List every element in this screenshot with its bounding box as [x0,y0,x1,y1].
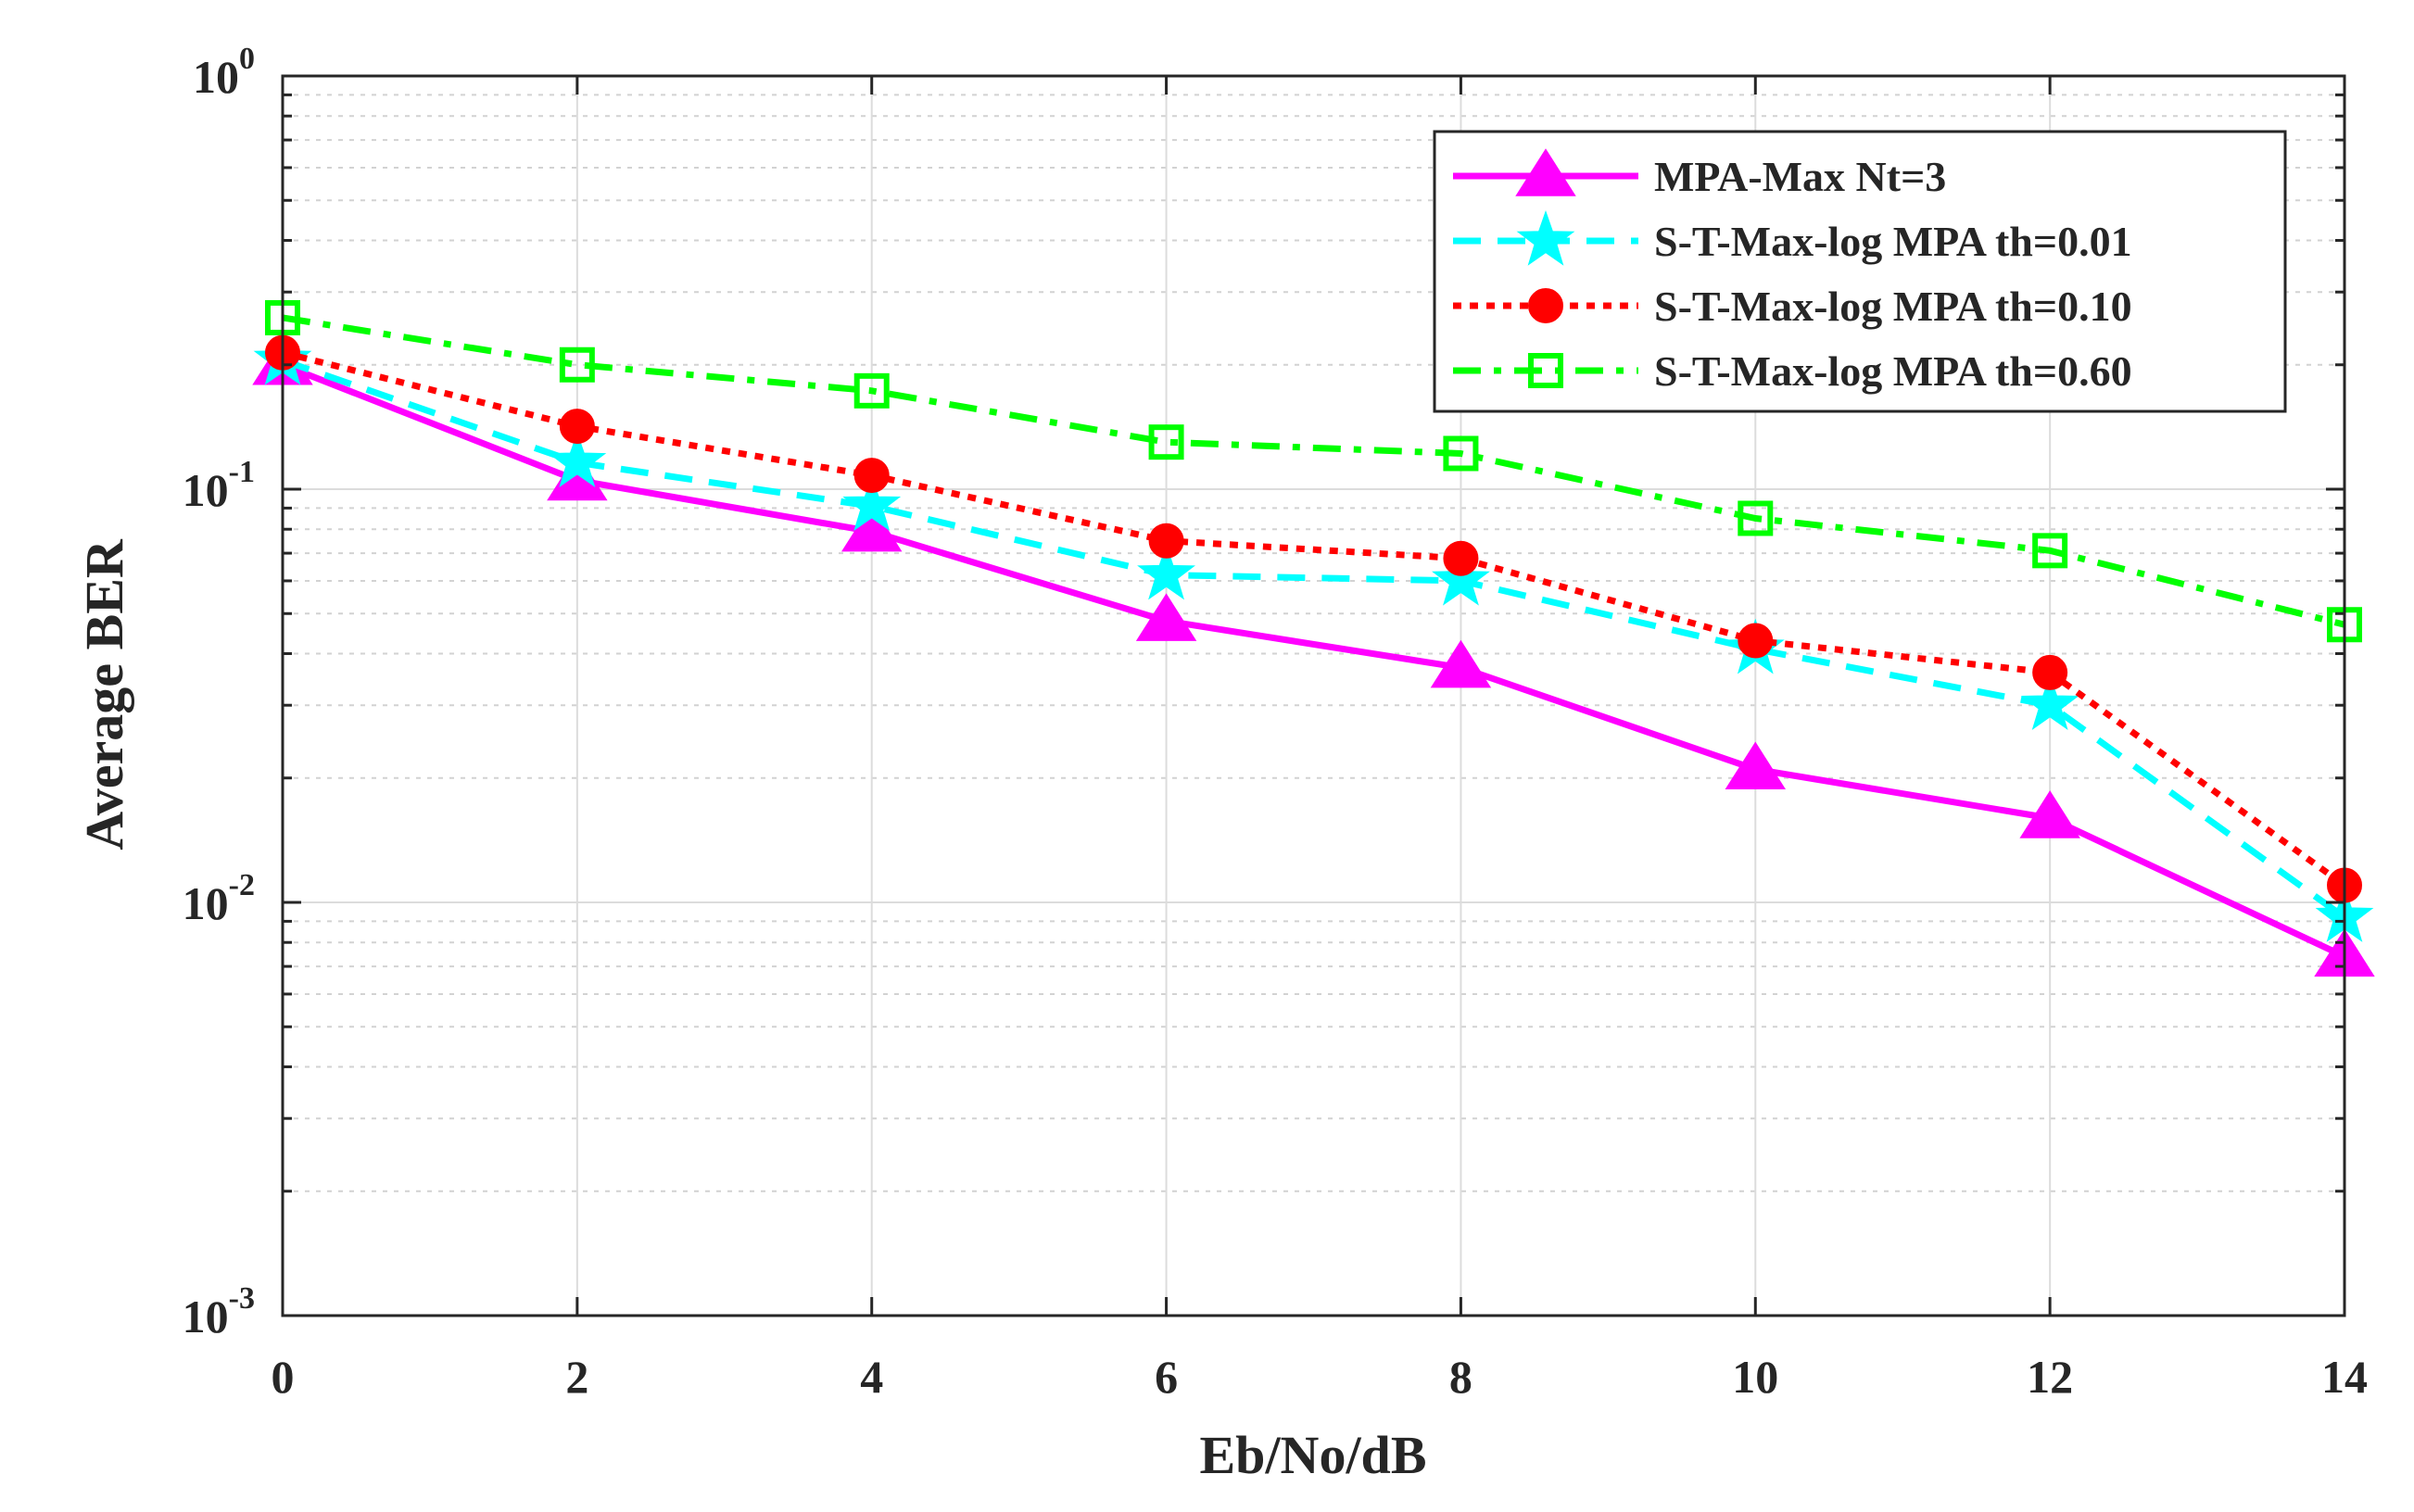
x-tick-label: 6 [1155,1351,1178,1403]
data-point [1443,435,1479,472]
data-point [2019,790,2080,838]
y-tick-label: 100 [193,42,255,103]
data-point [1148,424,1184,460]
legend-label: S-T-Max-log MPA th=0.60 [1654,347,2132,395]
axes-frame [281,74,2346,1317]
data-point [2020,674,2079,730]
data-point [1516,209,1575,266]
data-point [853,372,890,409]
x-axis-label: Eb/No/dB [1200,1425,1427,1485]
data-point [548,432,607,487]
series-line [282,314,2345,628]
x-tick-label: 0 [272,1351,295,1403]
legend-label: S-T-Max-log MPA th=0.01 [1654,218,2132,265]
legend-entry: S-T-Max-log MPA th=0.10 [1453,283,2132,330]
data-point [1137,544,1195,600]
legend-entry: S-T-Max-log MPA th=0.60 [1453,347,2132,395]
data-point [1135,593,1197,641]
data-point [2032,533,2068,569]
data-point [1443,540,1479,576]
x-tick-label: 4 [860,1351,883,1403]
y-axis-label: Average BER [74,538,134,850]
data-point [853,458,890,494]
ticks [281,76,2346,1317]
data-point [1725,741,1787,790]
y-tick-label: 10-2 [183,868,255,929]
data-point [1432,549,1490,606]
x-tick-label: 10 [1732,1351,1778,1403]
x-tick-label: 12 [2027,1351,2073,1403]
x-tick-label: 8 [1449,1351,1472,1403]
x-tick-labels: 0 2 4 6 8 10 12 14 [272,1351,2369,1403]
data-point [1148,523,1184,559]
legend-entry: S-T-Max-log MPA th=0.01 [1453,209,2132,266]
data-point [559,346,595,383]
x-tick-label: 14 [2321,1351,2368,1403]
x-tick-label: 2 [565,1351,588,1403]
series-line [282,349,2347,888]
data-point [1528,353,1563,388]
legend-entry: MPA-Max Nt=3 [1453,148,1946,200]
data-point [842,475,902,531]
legend-label: MPA-Max Nt=3 [1654,153,1946,200]
legend: MPA-Max Nt=3 S-T-Max-log MPA th=0.01 S-T-M… [1433,130,2287,413]
series-layer [252,299,2375,977]
series-line [281,357,2347,921]
y-tick-labels: 100 10-1 10-2 10-3 [183,42,255,1342]
legend-label: S-T-Max-log MPA th=0.10 [1654,283,2132,330]
data-point [1738,623,1774,659]
y-tick-label: 10-1 [183,455,255,516]
data-point [2032,654,2068,690]
data-point [1430,639,1492,688]
data-point [1515,148,1576,196]
data-point [1738,500,1774,536]
data-point [840,503,903,552]
data-point [1528,288,1563,323]
data-point [559,409,595,445]
series-line [281,361,2346,960]
y-tick-label: 10-3 [183,1281,255,1342]
